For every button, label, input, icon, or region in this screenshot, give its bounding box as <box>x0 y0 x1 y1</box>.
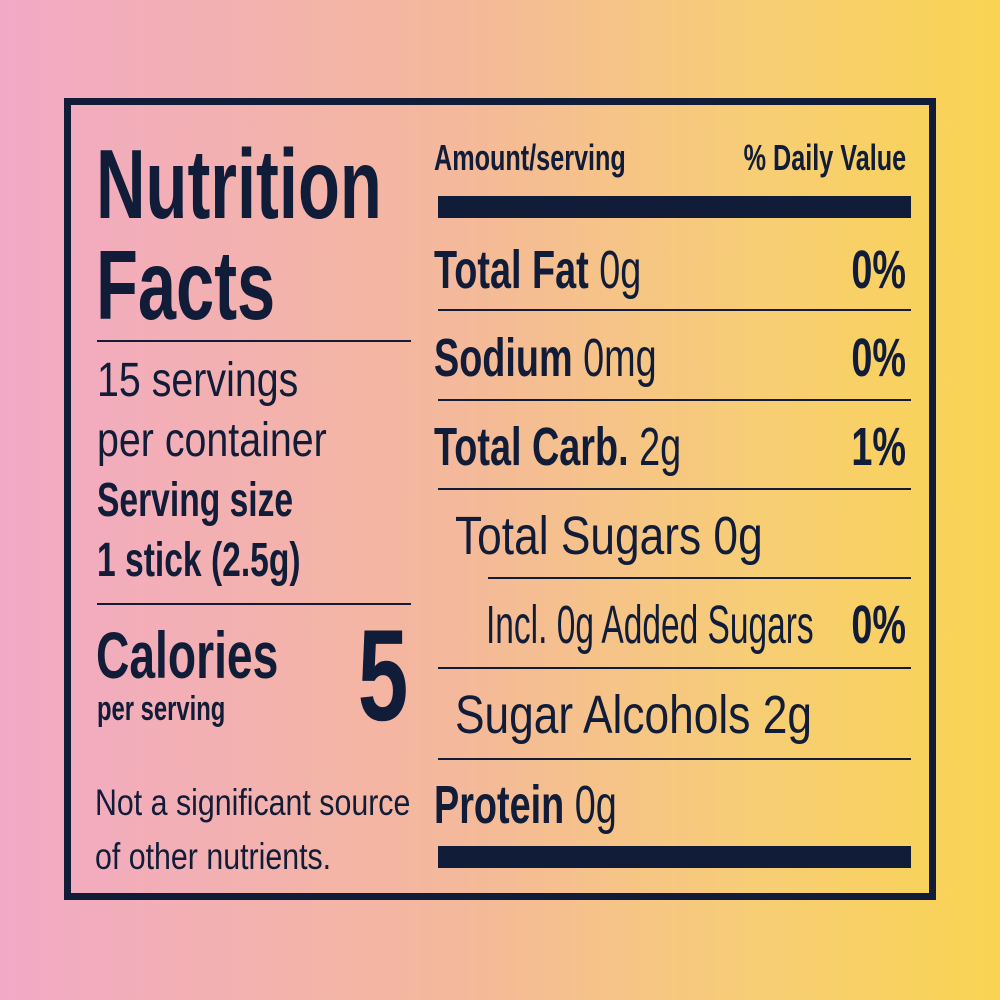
nutrient-amount: 2g <box>639 417 682 477</box>
nutrient-name: Sodium <box>434 328 573 388</box>
title-facts: Facts <box>96 230 276 340</box>
divider <box>438 758 911 760</box>
nutrient-name: Total Carb. <box>434 417 629 477</box>
nutrient-name: Incl. 0g Added Sugars <box>486 595 814 655</box>
nutrient-dv: 0% <box>851 240 906 300</box>
divider <box>488 577 911 579</box>
nutrient-amount: 0g <box>574 775 617 835</box>
nutrient-name: Total Sugars 0g <box>455 506 763 566</box>
nutrient-name: Protein <box>434 775 565 835</box>
nutrient-dv: 1% <box>851 417 906 477</box>
header-amount-serving: Amount/serving <box>434 137 626 178</box>
calories-value: 5 <box>357 602 408 748</box>
divider <box>97 340 411 342</box>
nutrition-label-border <box>64 98 936 900</box>
footnote-line2: of other nutrients. <box>95 836 332 877</box>
nutrient-amount: 0g <box>599 240 642 300</box>
divider <box>438 667 911 669</box>
divider <box>438 488 911 490</box>
servings-per-container-2: per container <box>97 414 327 467</box>
title-nutrition: Nutrition <box>96 129 382 239</box>
serving-size-label: Serving size <box>97 474 294 527</box>
divider <box>438 399 911 401</box>
header-daily-value: % Daily Value <box>743 137 906 178</box>
nutrient-name: Total Fat <box>434 240 589 300</box>
calories-label: Calories <box>96 618 279 692</box>
thick-bar-top <box>438 196 911 218</box>
divider <box>97 603 411 605</box>
serving-size-value: 1 stick (2.5g) <box>97 534 301 587</box>
divider <box>438 309 911 311</box>
nutrient-dv: 0% <box>851 328 906 388</box>
nutrient-name: Sugar Alcohols 2g <box>455 685 812 745</box>
nutrient-amount: 0mg <box>583 328 657 388</box>
footnote-line1: Not a significant source <box>95 782 411 823</box>
servings-per-container: 15 servings <box>97 354 299 407</box>
thick-bar-bottom <box>438 846 911 868</box>
calories-per-serving: per serving <box>97 690 226 728</box>
nutrient-dv: 0% <box>851 595 906 655</box>
